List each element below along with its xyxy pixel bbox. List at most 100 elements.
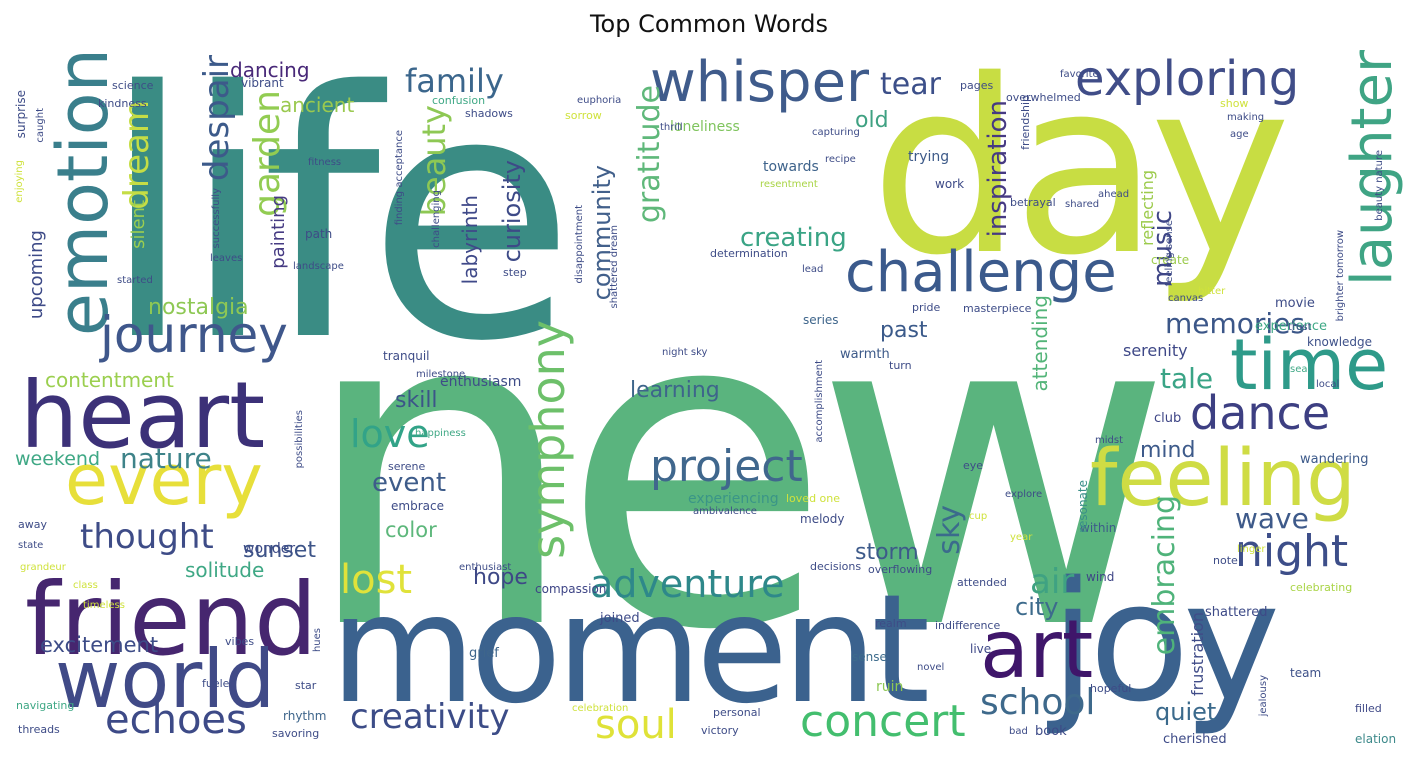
- word-year: year: [1010, 532, 1033, 543]
- word-old: old: [855, 108, 889, 133]
- word-symphony: symphony: [521, 320, 575, 559]
- word-solitude: solitude: [185, 558, 265, 582]
- word-night: night: [1235, 526, 1349, 577]
- word-step: step: [503, 266, 527, 279]
- word-lead: lead: [802, 264, 824, 275]
- word-happiness: happiness: [415, 428, 466, 439]
- word-ahead: ahead: [1098, 189, 1130, 200]
- word-hopeful: hopeful: [1090, 682, 1132, 695]
- word-sunset: sunset: [243, 538, 316, 563]
- word-journey: journey: [100, 306, 288, 364]
- word-friend: friend: [25, 561, 318, 678]
- word-wind: wind: [1086, 570, 1115, 584]
- word-tale: tale: [1160, 362, 1214, 395]
- word-realm: realm: [875, 617, 907, 630]
- word-serene: serene: [388, 460, 426, 473]
- word-challenge: challenge: [845, 240, 1117, 305]
- word-celebrating: celebrating: [1290, 581, 1353, 594]
- word-laughter: laughter: [1340, 50, 1405, 286]
- word-personal: personal: [713, 706, 761, 719]
- word-shattered: shattered: [1205, 605, 1268, 620]
- word-book: book: [1035, 724, 1067, 739]
- word-embracing: embracing: [1147, 495, 1182, 656]
- word-making: making: [1227, 112, 1265, 123]
- word-pride: pride: [912, 301, 941, 314]
- word-savoring: savoring: [272, 727, 320, 740]
- word-cup: cup: [969, 511, 988, 522]
- word-accomplishment: accomplishment: [814, 360, 825, 443]
- word-creativity: creativity: [350, 697, 510, 737]
- word-eye: eye: [963, 459, 984, 472]
- word-feeling-sense: feeling sense: [1164, 220, 1175, 287]
- word-joined: joined: [600, 611, 640, 626]
- word-project: project: [650, 441, 803, 492]
- word-timeless: timeless: [83, 600, 125, 611]
- word-feeling: feeling: [1090, 434, 1356, 524]
- word-every: every: [65, 439, 263, 521]
- word-note: note: [1213, 554, 1238, 567]
- word-warmth: warmth: [840, 347, 890, 362]
- word-weekend: weekend: [15, 448, 101, 470]
- word-loved-one: loved one: [786, 492, 841, 505]
- word-filled: filled: [1355, 702, 1382, 715]
- word-compassion: compassion: [535, 582, 607, 596]
- word-successfully: successfully: [211, 188, 222, 249]
- word-color: color: [385, 518, 437, 542]
- word-determination: determination: [710, 247, 788, 260]
- word-linger: linger: [1237, 544, 1266, 555]
- word-melody: melody: [800, 512, 845, 526]
- word-thought: thought: [80, 517, 214, 557]
- word-state: state: [18, 540, 44, 551]
- word-silent: silent: [128, 200, 149, 249]
- word-brighter-tomorrow: brighter tomorrow: [1335, 230, 1346, 322]
- word-novel: novel: [917, 662, 945, 673]
- word-quiet: quiet: [1155, 698, 1217, 726]
- word-leaves: leaves: [210, 253, 243, 264]
- word-jealousy: jealousy: [1258, 675, 1269, 717]
- word-possibilities: possibilities: [294, 410, 305, 469]
- word-star: star: [295, 679, 317, 692]
- word-thrill: thrill: [660, 122, 683, 133]
- word-started: started: [117, 275, 153, 286]
- word-past: past: [880, 318, 928, 343]
- word-towards: towards: [763, 159, 819, 175]
- word-concert: concert: [800, 696, 966, 747]
- word-canvas: canvas: [1168, 293, 1204, 304]
- word-masterpiece: masterpiece: [963, 302, 1032, 315]
- word-wandering: wandering: [1300, 452, 1369, 467]
- word-elation: elation: [1355, 732, 1397, 746]
- word-dream: dream: [117, 100, 157, 210]
- word-midst: midst: [1095, 435, 1123, 446]
- word-world: world: [55, 633, 276, 726]
- word-vibrant: vibrant: [241, 76, 284, 90]
- chart-title: Top Common Words: [589, 10, 829, 38]
- word-shadows: shadows: [465, 107, 513, 120]
- word-sea: sea: [1290, 364, 1308, 375]
- word-cherished: cherished: [1163, 732, 1227, 747]
- word-fitness: fitness: [308, 157, 342, 168]
- word-vibes: vibes: [225, 635, 255, 648]
- word-live: live: [970, 642, 992, 656]
- word-grief: grief: [469, 646, 499, 661]
- word-attended: attended: [957, 576, 1007, 589]
- word-adventure: adventure: [590, 562, 785, 606]
- word-overflowing: overflowing: [868, 563, 933, 576]
- word-shared: shared: [1065, 199, 1100, 210]
- word-gratitude: gratitude: [632, 85, 667, 224]
- word-team: team: [1290, 666, 1322, 680]
- word-within: within: [1080, 521, 1117, 535]
- word-confusion: confusion: [432, 94, 486, 107]
- word-celebration: celebration: [572, 703, 629, 714]
- word-milestone: milestone: [416, 369, 466, 380]
- word-enthusiast: enthusiast: [459, 562, 512, 573]
- word-overwhelmed: overwhelmed: [1006, 91, 1081, 104]
- word-kindness: kindness: [98, 97, 147, 110]
- word-air: air: [1030, 562, 1075, 602]
- word-creating: creating: [740, 223, 847, 253]
- word-path: path: [305, 227, 333, 241]
- word-experience: experience: [1255, 319, 1328, 334]
- word-time: time: [1230, 324, 1389, 406]
- word-enjoying: enjoying: [14, 160, 25, 203]
- word-bitter: bitter: [1198, 286, 1226, 297]
- word-science: science: [112, 79, 154, 92]
